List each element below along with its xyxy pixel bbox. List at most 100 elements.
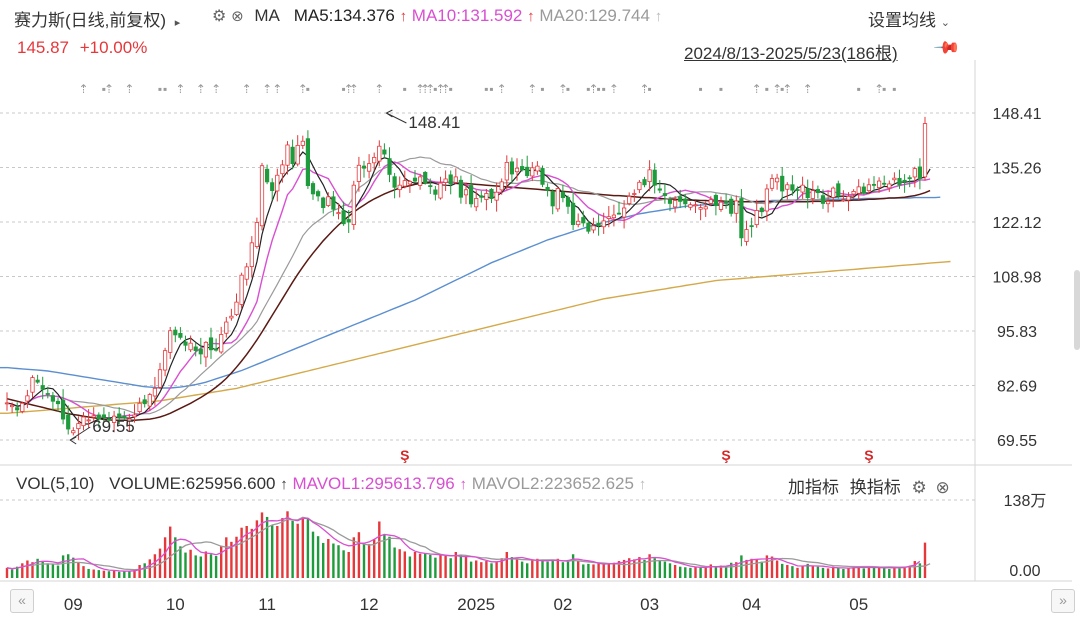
volume-bar [750,558,753,578]
event-marker-icon: ⇡ [639,82,649,96]
candle-body [683,198,688,205]
volume-bar [41,561,44,578]
volume-bar [133,569,136,578]
gear-icon[interactable]: ⚙ [911,478,927,497]
volume-bar [918,563,922,578]
volume-up-arrow-icon: ↑ [280,476,288,493]
candle-body [193,346,198,352]
switch-indicator-button[interactable]: 换指标 [849,478,901,497]
volume-bar [342,550,345,578]
vertical-scrollbar[interactable] [1074,270,1080,350]
volume-bar [408,556,412,578]
add-indicator-button[interactable]: 加指标 [788,478,839,497]
candle-body [871,183,877,186]
candle-body [392,176,397,188]
volume-bar [199,556,202,578]
event-marker-icon: ▪ [306,82,310,96]
candle-body [35,379,40,383]
candle-body [673,200,678,208]
scroll-right-button[interactable]: » [1051,589,1075,613]
candle-body [744,229,749,242]
candle-body [20,402,25,412]
volume-bar [689,567,692,578]
volume-bar [46,563,49,578]
volume-bar [740,555,743,578]
volume-bar [515,558,519,578]
candle-body [795,189,800,191]
close-circle-icon[interactable]: ⊗ [935,478,950,497]
volume-bar [189,549,192,578]
candle-body [463,189,469,196]
volume-bar [694,566,697,578]
candle-body [749,225,754,228]
volume-bar [306,518,310,578]
candle-body [775,177,780,183]
volume-bar [526,563,529,578]
event-marker-icon: ⇡ [349,82,359,96]
ma5-line [6,151,931,425]
volume-bar [612,562,616,578]
volume-bar [765,555,769,578]
candle-body [468,185,474,205]
candle-body [91,415,96,418]
volume-bar [429,554,432,578]
volume-axis: 138万 0.00 [0,493,1046,580]
volume-bar [796,567,799,578]
candle-body [611,214,617,219]
volume-bar [316,536,320,578]
date-range[interactable]: 2024/8/13-2025/5/23(186根) [684,39,898,64]
candle-body [428,185,433,188]
mavol2-up-arrow-icon: ↑ [638,476,647,493]
candle-body [545,186,550,191]
ma-settings-button[interactable]: 设置均线 ⌄ [868,6,950,31]
volume-bar [617,561,621,578]
scroll-left-button[interactable]: « [10,589,34,613]
mavol1-line [6,516,921,572]
gear-icon[interactable]: ⚙ [212,8,227,25]
candle-body [30,377,35,393]
volume-bar [209,554,213,578]
candle-body [183,341,188,346]
candle-body [627,195,632,204]
candle-body [917,166,923,179]
candle-body [892,177,897,181]
candle-body [122,415,127,419]
candle-body [882,182,887,185]
volume-bar [118,571,121,578]
candle-body [907,177,912,180]
event-marker-icon: ⇡ [441,82,451,96]
candle-body [162,350,168,371]
candle-body [560,191,566,199]
ma5-up-arrow-icon: ↑ [399,8,408,25]
candle-body [417,176,423,186]
candle-body [484,193,489,200]
time-tick-label: 09 [64,595,83,614]
volume-bar [383,535,386,578]
candle-body [336,212,341,215]
annotation-arrowhead [69,436,77,445]
volume-bar [663,561,667,578]
candle-body [571,202,576,225]
volume-bar [888,568,891,578]
candle-body [25,395,30,402]
volume-bar [87,568,90,578]
candle-body [877,180,882,189]
candle-body [173,329,178,336]
volume-bar [653,558,656,578]
time-tick-label: 11 [258,595,276,614]
candle-body [632,193,637,195]
candle-body [438,182,443,199]
candle-body [642,179,647,186]
candle-body [112,415,117,423]
volume-bar [775,560,779,578]
candle-body [489,188,494,199]
stock-title[interactable]: 赛力斯(日线,前复权) ▸ [14,6,180,31]
candle-body [244,266,249,280]
close-circle-icon[interactable]: ⊗ [231,8,244,25]
caret-right-icon[interactable]: ▸ [174,17,181,29]
candle-body [826,200,831,205]
ma-label: MA [254,6,279,25]
volume-bar [745,559,748,578]
candle-body [724,201,729,204]
